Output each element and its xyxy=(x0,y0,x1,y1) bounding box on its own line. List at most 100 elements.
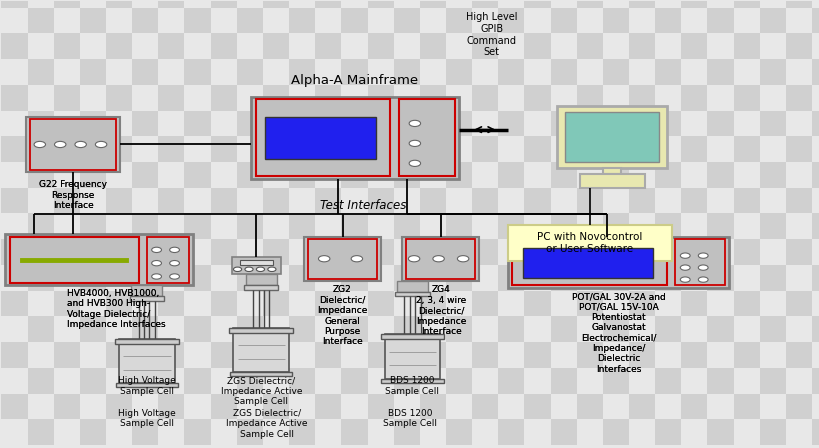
Bar xyxy=(79,59,106,85)
Bar xyxy=(524,419,550,445)
Bar xyxy=(681,342,707,368)
Circle shape xyxy=(409,140,420,146)
Bar xyxy=(289,111,314,136)
Bar xyxy=(602,162,628,188)
Bar xyxy=(158,59,184,85)
Bar xyxy=(158,394,184,419)
Circle shape xyxy=(152,274,161,279)
Bar xyxy=(446,111,472,136)
Bar xyxy=(158,33,184,59)
Bar xyxy=(508,225,671,261)
Bar xyxy=(237,291,263,316)
Bar xyxy=(524,0,550,8)
Bar xyxy=(210,162,237,188)
Bar xyxy=(289,0,314,8)
Circle shape xyxy=(680,265,690,270)
Bar xyxy=(498,0,524,8)
Bar xyxy=(681,214,707,239)
Bar xyxy=(733,265,759,291)
Bar xyxy=(263,85,289,111)
Bar xyxy=(602,111,628,136)
Bar xyxy=(759,368,785,394)
Bar xyxy=(524,214,550,239)
Bar xyxy=(232,257,281,274)
Bar xyxy=(419,419,446,445)
Bar xyxy=(237,419,263,445)
Bar xyxy=(681,85,707,111)
Bar xyxy=(785,136,811,162)
Bar xyxy=(811,111,819,136)
Bar xyxy=(106,162,132,188)
Bar xyxy=(28,316,53,342)
Bar xyxy=(158,162,184,188)
Bar xyxy=(263,0,289,8)
Bar xyxy=(524,291,550,316)
Bar xyxy=(498,111,524,136)
Bar xyxy=(2,188,28,214)
Bar xyxy=(512,239,667,285)
Bar xyxy=(341,162,367,188)
Bar xyxy=(210,239,237,265)
Bar xyxy=(628,342,654,368)
Bar xyxy=(53,265,79,291)
Bar xyxy=(132,265,158,291)
Bar xyxy=(237,342,263,368)
Bar xyxy=(30,119,115,170)
Bar xyxy=(550,85,576,111)
Bar xyxy=(2,214,28,239)
Bar xyxy=(367,291,393,316)
Bar xyxy=(628,265,654,291)
Bar xyxy=(393,85,419,111)
Bar xyxy=(314,394,341,419)
Bar xyxy=(524,136,550,162)
Bar xyxy=(628,8,654,33)
Text: Test Interfaces: Test Interfaces xyxy=(319,199,406,212)
Bar xyxy=(106,33,132,59)
Bar xyxy=(576,59,602,85)
Bar xyxy=(602,368,628,394)
Circle shape xyxy=(34,142,46,147)
Bar xyxy=(314,162,341,188)
Bar xyxy=(759,214,785,239)
Bar xyxy=(733,136,759,162)
Bar xyxy=(28,59,53,85)
Bar xyxy=(681,111,707,136)
Bar xyxy=(733,342,759,368)
Bar xyxy=(106,419,132,445)
Bar xyxy=(654,59,681,85)
Bar xyxy=(263,188,289,214)
Bar xyxy=(602,59,628,85)
Bar xyxy=(393,368,419,394)
Bar xyxy=(341,85,367,111)
Bar xyxy=(759,111,785,136)
Bar xyxy=(681,188,707,214)
Text: High Voltage
Sample Cell: High Voltage Sample Cell xyxy=(118,409,175,428)
Bar xyxy=(707,111,733,136)
Bar xyxy=(367,394,393,419)
Bar xyxy=(263,291,289,316)
Bar xyxy=(79,85,106,111)
Bar xyxy=(53,85,79,111)
Bar xyxy=(263,342,289,368)
Bar xyxy=(498,419,524,445)
Bar xyxy=(106,59,132,85)
Bar xyxy=(289,33,314,59)
Bar xyxy=(237,239,263,265)
Bar xyxy=(681,0,707,8)
Bar xyxy=(733,188,759,214)
Bar xyxy=(314,214,341,239)
Bar xyxy=(472,316,498,342)
Bar xyxy=(628,239,654,265)
Bar xyxy=(393,214,419,239)
Bar xyxy=(602,239,628,265)
Bar xyxy=(210,394,237,419)
Bar xyxy=(230,372,292,376)
Bar xyxy=(53,33,79,59)
Bar xyxy=(446,0,472,8)
Bar xyxy=(405,239,475,279)
Bar xyxy=(654,162,681,188)
Bar xyxy=(184,316,210,342)
Bar xyxy=(401,237,479,281)
Bar xyxy=(681,8,707,33)
Circle shape xyxy=(54,142,66,147)
